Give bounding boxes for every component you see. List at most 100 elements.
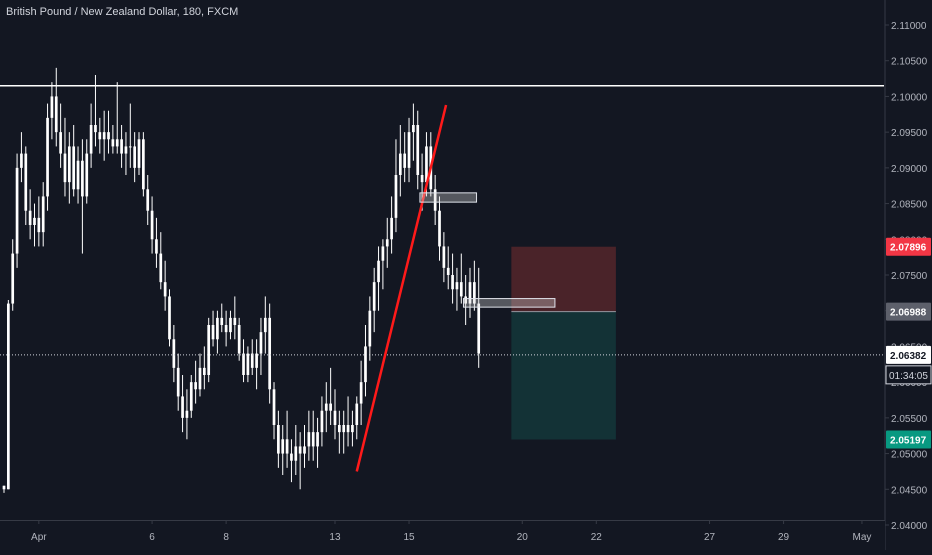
candle bbox=[224, 310, 228, 347]
candle bbox=[15, 153, 19, 268]
candle-body bbox=[438, 210, 441, 247]
candle-body bbox=[473, 282, 476, 304]
candle-body bbox=[33, 217, 36, 225]
time-tick-label: 22 bbox=[591, 532, 603, 543]
candle-body bbox=[176, 367, 180, 397]
candle-body bbox=[246, 353, 250, 375]
candle-body bbox=[24, 153, 28, 211]
candle-body bbox=[124, 146, 128, 154]
candle-body bbox=[76, 160, 80, 190]
candle bbox=[255, 339, 258, 390]
candle bbox=[412, 103, 415, 161]
candle bbox=[211, 310, 215, 347]
candle bbox=[237, 317, 241, 361]
candle-body bbox=[81, 160, 84, 197]
zone-box-2[interactable] bbox=[462, 298, 556, 308]
candle bbox=[37, 196, 41, 247]
candle-body bbox=[364, 346, 367, 383]
candle bbox=[246, 346, 250, 383]
candle bbox=[346, 396, 350, 447]
time-tick-label: 15 bbox=[403, 532, 415, 543]
candle bbox=[98, 117, 102, 154]
candle-body bbox=[98, 132, 102, 140]
candle-body bbox=[211, 325, 215, 340]
candle-body bbox=[468, 282, 472, 304]
candle bbox=[311, 410, 315, 461]
candle bbox=[33, 203, 36, 247]
candle bbox=[124, 132, 128, 175]
candle bbox=[207, 317, 211, 383]
candle bbox=[54, 67, 58, 147]
candle-body bbox=[107, 132, 110, 140]
position-zones[interactable] bbox=[511, 246, 616, 440]
candle bbox=[407, 117, 411, 183]
candle-body bbox=[464, 296, 467, 304]
candle-body bbox=[298, 446, 302, 454]
candle-body bbox=[198, 367, 202, 390]
zone-box-1[interactable] bbox=[419, 192, 478, 203]
candle-body bbox=[342, 425, 346, 433]
candle bbox=[28, 189, 32, 240]
candle-body bbox=[94, 125, 97, 133]
candle bbox=[285, 410, 289, 468]
price-axis-background bbox=[885, 0, 932, 550]
symbol-title[interactable]: British Pound / New Zealand Dollar, 180,… bbox=[6, 6, 239, 18]
stop-loss-zone[interactable] bbox=[511, 246, 616, 312]
candle bbox=[342, 410, 346, 454]
candle-body bbox=[307, 432, 311, 447]
candle bbox=[107, 110, 110, 154]
candle-body bbox=[420, 175, 424, 183]
candle-body bbox=[259, 332, 263, 354]
candle-body bbox=[133, 146, 137, 168]
candle-body bbox=[172, 339, 176, 368]
candle-body bbox=[255, 353, 258, 368]
candle bbox=[128, 103, 132, 168]
entry-price-badge-bg bbox=[886, 302, 931, 321]
candle-body bbox=[11, 253, 15, 304]
price-tick-label: 2.04000 bbox=[891, 521, 928, 532]
candle bbox=[81, 139, 84, 254]
candle bbox=[50, 82, 54, 140]
stop-price-badge-bg bbox=[886, 237, 931, 256]
candle-body bbox=[220, 317, 224, 325]
candle bbox=[41, 182, 45, 247]
candle-body bbox=[67, 146, 71, 183]
candle bbox=[324, 382, 328, 433]
candle-body bbox=[20, 153, 23, 168]
candle-body bbox=[277, 425, 280, 454]
candle-body bbox=[416, 125, 420, 175]
candle-body bbox=[89, 125, 93, 154]
candle bbox=[464, 275, 467, 325]
candle-body bbox=[181, 396, 184, 418]
time-tick-label: 27 bbox=[704, 532, 716, 543]
candle-body bbox=[442, 246, 446, 268]
candle bbox=[263, 296, 267, 354]
candle bbox=[94, 75, 97, 147]
price-badges: 2.07896 2.06988 2.06382 01:34:05 2.05197 bbox=[885, 237, 932, 449]
candle bbox=[433, 175, 437, 225]
drawings-layer[interactable] bbox=[0, 84, 932, 472]
candle bbox=[24, 146, 28, 225]
take-profit-zone[interactable] bbox=[511, 311, 616, 440]
countdown-badge: 01:34:05 bbox=[889, 371, 928, 382]
candle bbox=[46, 103, 49, 211]
candle-body bbox=[72, 146, 76, 190]
candle bbox=[233, 296, 237, 340]
candle bbox=[202, 346, 206, 390]
candle-body bbox=[250, 353, 254, 368]
candle bbox=[111, 125, 115, 154]
candle bbox=[155, 217, 158, 268]
candle-body bbox=[15, 167, 19, 254]
candle bbox=[242, 339, 245, 383]
candle-body bbox=[102, 132, 106, 140]
candle-body bbox=[142, 139, 145, 190]
candle bbox=[316, 417, 319, 468]
target-price-badge-bg bbox=[886, 430, 931, 449]
price-tick-label: 2.10000 bbox=[891, 92, 928, 103]
time-tick-label: 8 bbox=[223, 532, 229, 543]
trend-line[interactable] bbox=[355, 104, 448, 472]
candle bbox=[446, 246, 450, 290]
candle-body bbox=[281, 439, 285, 454]
